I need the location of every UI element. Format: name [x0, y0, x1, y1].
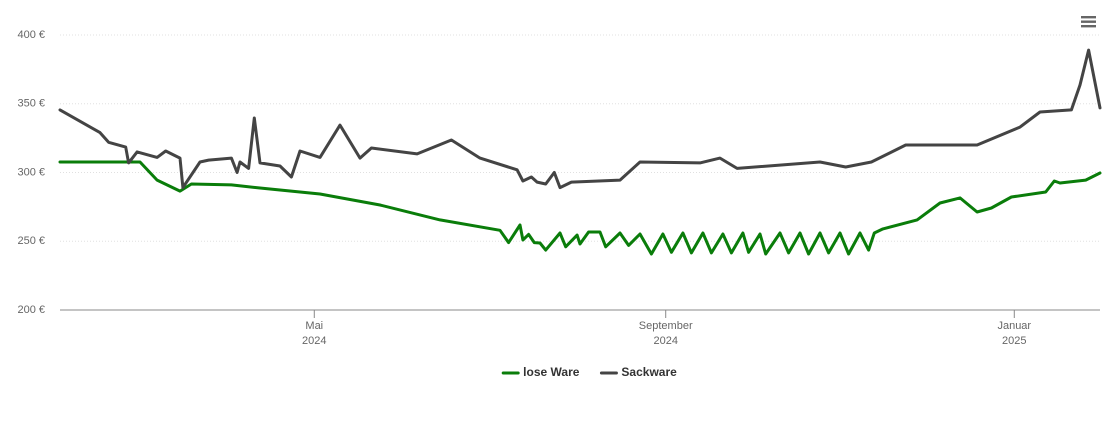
- x-tick-label: 2025: [1002, 335, 1026, 347]
- y-tick-label: 300 €: [17, 166, 45, 178]
- legend-item[interactable]: Sackware: [599, 365, 677, 379]
- legend-label: Sackware: [621, 365, 677, 379]
- menu-bar: [1081, 16, 1096, 19]
- x-tick-label: 2024: [302, 335, 326, 347]
- x-tick-label: Januar: [997, 320, 1031, 332]
- y-tick-label: 250 €: [17, 235, 45, 247]
- series-line: [58, 48, 1102, 190]
- legend-label: lose Ware: [523, 365, 580, 379]
- legend-item[interactable]: lose Ware: [501, 365, 580, 379]
- legend: lose Ware Sackware: [501, 365, 677, 379]
- menu-bar: [1081, 25, 1096, 28]
- menu-bar: [1081, 20, 1096, 23]
- series-line: [58, 160, 1102, 256]
- x-tick-label: Mai: [305, 320, 323, 332]
- x-tick-label: September: [639, 320, 693, 332]
- y-tick-label: 200 €: [17, 304, 45, 316]
- x-tick-label: 2024: [653, 335, 677, 347]
- y-tick-label: 350 €: [17, 98, 45, 110]
- menu-button[interactable]: [1078, 12, 1100, 32]
- y-tick-label: 400 €: [17, 29, 45, 41]
